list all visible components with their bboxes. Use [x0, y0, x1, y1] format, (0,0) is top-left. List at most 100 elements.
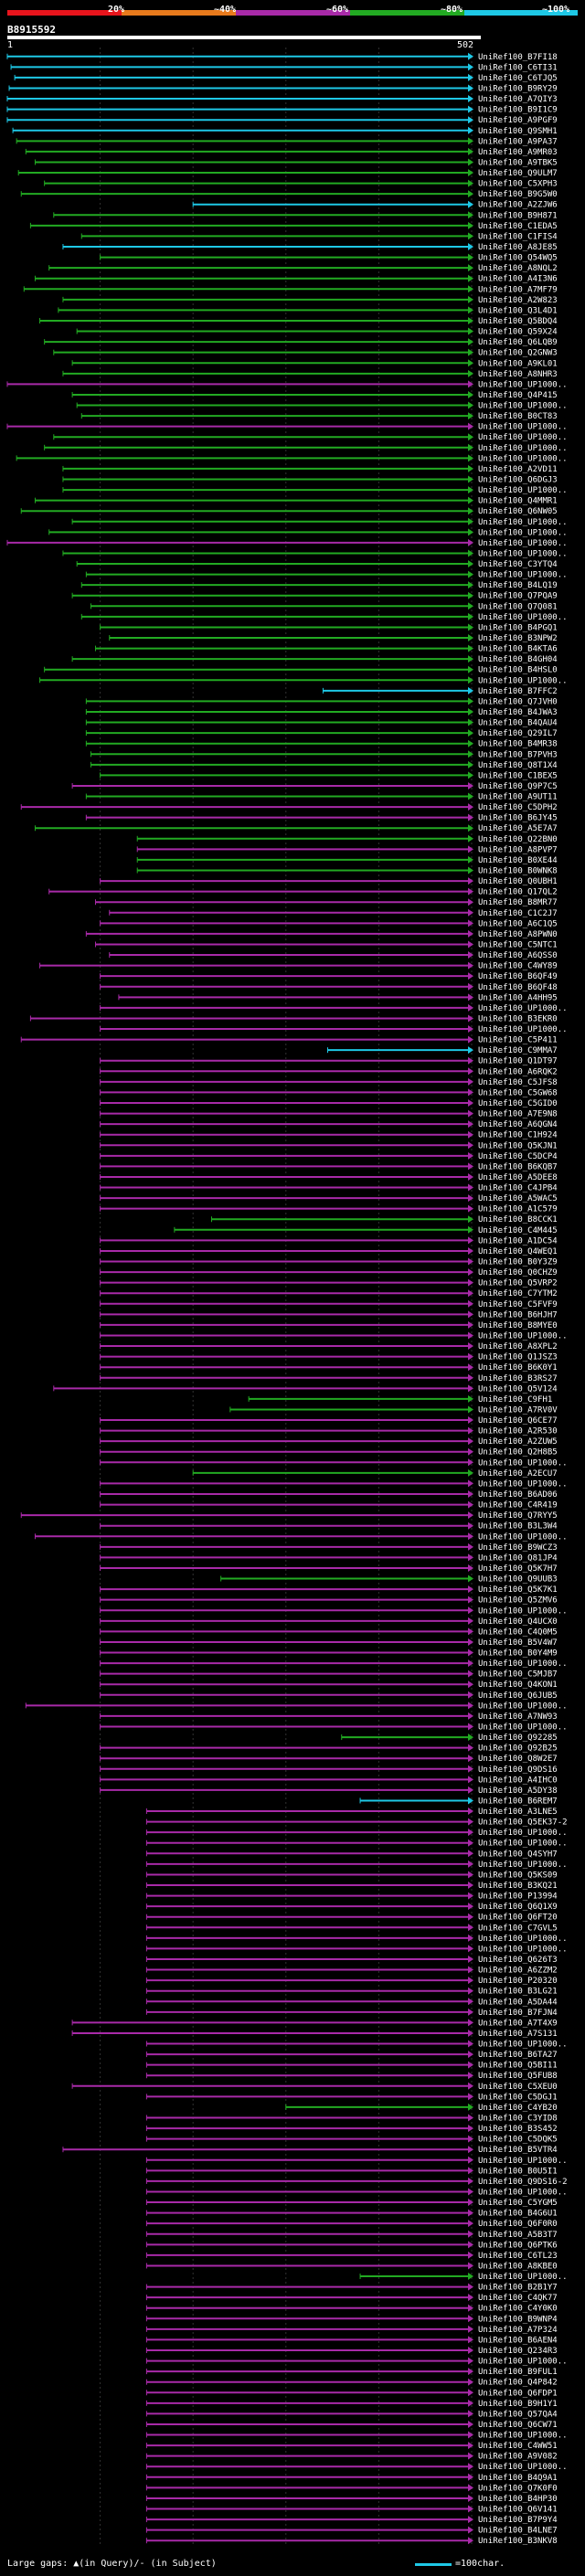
hit-row[interactable]: UniRef100_B6QF48 — [100, 982, 558, 992]
hit-row[interactable]: UniRef100_B0WNK8 — [136, 866, 558, 876]
hit-row[interactable]: UniRef100_B5V4W7 — [100, 1638, 558, 1648]
hit-label[interactable]: UniRef100_Q0CHZ9 — [478, 1268, 558, 1277]
hit-label[interactable]: UniRef100_UP1000.. — [478, 1829, 568, 1838]
hit-label[interactable]: UniRef100_C3YTQ4 — [478, 560, 558, 569]
hit-label[interactable]: UniRef100_A5WAC5 — [478, 1194, 558, 1203]
hit-row[interactable]: UniRef100_A8PVP7 — [136, 845, 558, 854]
hit-row[interactable]: UniRef100_Q8W2E7 — [100, 1754, 558, 1764]
hit-row[interactable]: UniRef100_B6QF49 — [100, 972, 558, 981]
hit-label[interactable]: UniRef100_B9I1C9 — [478, 106, 558, 115]
hit-row[interactable]: UniRef100_A6C1Q5 — [100, 919, 558, 928]
hit-row[interactable]: UniRef100_Q9P7C5 — [71, 781, 558, 791]
hit-label[interactable]: UniRef100_UP1000.. — [478, 676, 568, 685]
hit-row[interactable]: UniRef100_B3KQ21 — [145, 1882, 558, 1891]
hit-label[interactable]: UniRef100_A2VD11 — [478, 465, 558, 474]
hit-row[interactable]: UniRef100_Q6Q1X9 — [145, 1903, 558, 1912]
hit-row[interactable]: UniRef100_Q6CW71 — [145, 2420, 558, 2430]
hit-label[interactable]: UniRef100_Q7JVH0 — [478, 697, 558, 706]
hit-label[interactable]: UniRef100_B0CT83 — [478, 412, 558, 421]
hit-label[interactable]: UniRef100_C5XPH3 — [478, 180, 558, 189]
hit-row[interactable]: UniRef100_UP1000.. — [100, 1479, 568, 1489]
hit-label[interactable]: UniRef100_C4YB20 — [478, 2104, 558, 2113]
hit-label[interactable]: UniRef100_B9H1Y1 — [478, 2400, 558, 2409]
hit-label[interactable]: UniRef100_UP1000.. — [478, 2273, 568, 2282]
hit-label[interactable]: UniRef100_A8KBE0 — [478, 2262, 558, 2271]
hit-label[interactable]: UniRef100_C5DPH2 — [478, 803, 558, 812]
hit-label[interactable]: UniRef100_C9FH1 — [478, 1395, 552, 1405]
hit-label[interactable]: UniRef100_Q92285 — [478, 1733, 558, 1743]
hit-label[interactable]: UniRef100_Q7PQA9 — [478, 592, 558, 601]
hit-row[interactable]: UniRef100_UP1000.. — [80, 612, 568, 622]
hit-row[interactable]: UniRef100_UP1000.. — [6, 538, 568, 548]
hit-row[interactable]: UniRef100_UP1000.. — [100, 1458, 568, 1468]
hit-label[interactable]: UniRef100_C4WY89 — [478, 962, 558, 971]
hit-label[interactable]: UniRef100_UP1000.. — [478, 486, 568, 495]
hit-label[interactable]: UniRef100_A9MR03 — [478, 148, 558, 157]
hit-label[interactable]: UniRef100_B0Y3Z9 — [478, 1258, 558, 1267]
hit-row[interactable]: UniRef100_Q4KON1 — [100, 1680, 558, 1690]
hit-label[interactable]: UniRef100_B6AD06 — [478, 1490, 558, 1500]
hit-label[interactable]: UniRef100_A5DY38 — [478, 1786, 558, 1796]
hit-row[interactable]: UniRef100_C5DQK5 — [145, 2135, 558, 2145]
hit-row[interactable]: UniRef100_B4HP30 — [145, 2494, 558, 2504]
hit-row[interactable]: UniRef100_B3RS27 — [100, 1373, 558, 1383]
hit-label[interactable]: UniRef100_B4HSL0 — [478, 666, 558, 675]
hit-row[interactable]: UniRef100_UP1000.. — [34, 1532, 568, 1542]
hit-row[interactable]: UniRef100_B7PVH3 — [90, 750, 558, 759]
hit-row[interactable]: UniRef100_A9MR03 — [25, 147, 558, 157]
hit-row[interactable]: UniRef100_Q6PTK6 — [145, 2241, 558, 2250]
hit-label[interactable]: UniRef100_Q54WQ5 — [478, 254, 558, 263]
hit-label[interactable]: UniRef100_A7RV0V — [478, 1405, 558, 1415]
hit-row[interactable]: UniRef100_Q9SMH1 — [12, 126, 558, 136]
hit-row[interactable]: UniRef100_B8MYE0 — [100, 1320, 558, 1330]
hit-label[interactable]: UniRef100_A5E7A7 — [478, 824, 558, 833]
hit-label[interactable]: UniRef100_Q6CE77 — [478, 1416, 558, 1426]
hit-row[interactable]: UniRef100_P13994 — [145, 1892, 558, 1902]
hit-row[interactable]: UniRef100_Q8T1X4 — [90, 760, 558, 770]
hit-label[interactable]: UniRef100_A7MF79 — [478, 285, 558, 294]
hit-row[interactable]: UniRef100_B3L3W4 — [100, 1521, 558, 1532]
hit-row[interactable]: UniRef100_Q3L4D1 — [58, 306, 558, 315]
hit-row[interactable]: UniRef100_UP1000.. — [145, 1934, 568, 1944]
hit-row[interactable]: UniRef100_A7T4X9 — [71, 2019, 558, 2028]
hit-label[interactable]: UniRef100_A2ZUW5 — [478, 1437, 558, 1447]
hit-label[interactable]: UniRef100_Q5BI11 — [478, 2062, 558, 2071]
hit-row[interactable]: UniRef100_C6TL23 — [145, 2251, 558, 2261]
hit-label[interactable]: UniRef100_A9PGF9 — [478, 116, 558, 125]
hit-row[interactable]: UniRef100_Q2H8B5 — [100, 1447, 558, 1458]
hit-label[interactable]: UniRef100_C5JFS8 — [478, 1078, 558, 1087]
hit-label[interactable]: UniRef100_B7FI18 — [478, 53, 558, 62]
hit-label[interactable]: UniRef100_B5VTR4 — [478, 2146, 558, 2155]
hit-label[interactable]: UniRef100_Q5VRP2 — [478, 1279, 558, 1288]
hit-row[interactable]: UniRef100_Q4SYH7 — [145, 1850, 558, 1859]
hit-row[interactable]: UniRef100_C9FH1 — [248, 1394, 552, 1405]
hit-row[interactable]: UniRef100_B4KTA6 — [95, 644, 558, 654]
hit-label[interactable]: UniRef100_B9H871 — [478, 211, 558, 220]
hit-row[interactable]: UniRef100_A5DA44 — [145, 1998, 558, 2007]
hit-label[interactable]: UniRef100_UP1000.. — [478, 518, 568, 527]
hit-row[interactable]: UniRef100_Q92285 — [341, 1733, 558, 1743]
hit-label[interactable]: UniRef100_B4PGQ1 — [478, 623, 558, 632]
hit-row[interactable]: UniRef100_C4M445 — [174, 1225, 558, 1235]
hit-label[interactable]: UniRef100_Q0UBH1 — [478, 877, 558, 886]
hit-label[interactable]: UniRef100_Q6F0R0 — [478, 2220, 558, 2229]
hit-row[interactable]: UniRef100_A7QIY3 — [6, 95, 558, 104]
hit-row[interactable]: UniRef100_B0XE44 — [136, 855, 558, 865]
hit-row[interactable]: UniRef100_UP1000.. — [85, 570, 568, 580]
hit-label[interactable]: UniRef100_B6AEN4 — [478, 2336, 558, 2345]
hit-row[interactable]: UniRef100_Q5EK37-2 — [145, 1818, 568, 1828]
hit-row[interactable]: UniRef100_A9TBK5 — [34, 158, 558, 167]
hit-label[interactable]: UniRef100_B7FFC2 — [478, 687, 558, 696]
hit-label[interactable]: UniRef100_A5DA44 — [478, 1998, 558, 2007]
hit-label[interactable]: UniRef100_Q57QA4 — [478, 2410, 558, 2419]
hit-row[interactable]: UniRef100_Q7JVH0 — [85, 697, 558, 706]
hit-row[interactable]: UniRef100_B7FJN4 — [145, 2008, 558, 2018]
hit-row[interactable]: UniRef100_B6REM7 — [359, 1797, 558, 1806]
hit-label[interactable]: UniRef100_A7S131 — [478, 2030, 558, 2039]
hit-row[interactable]: UniRef100_A8KBE0 — [145, 2262, 558, 2271]
hit-row[interactable]: UniRef100_Q9ULM7 — [17, 169, 558, 178]
hit-row[interactable]: UniRef100_A7S131 — [71, 2029, 558, 2039]
hit-label[interactable]: UniRef100_UP1000.. — [478, 1004, 568, 1013]
hit-row[interactable]: UniRef100_Q6DGJ3 — [62, 475, 558, 484]
hit-row[interactable]: UniRef100_A9KL01 — [71, 359, 558, 368]
